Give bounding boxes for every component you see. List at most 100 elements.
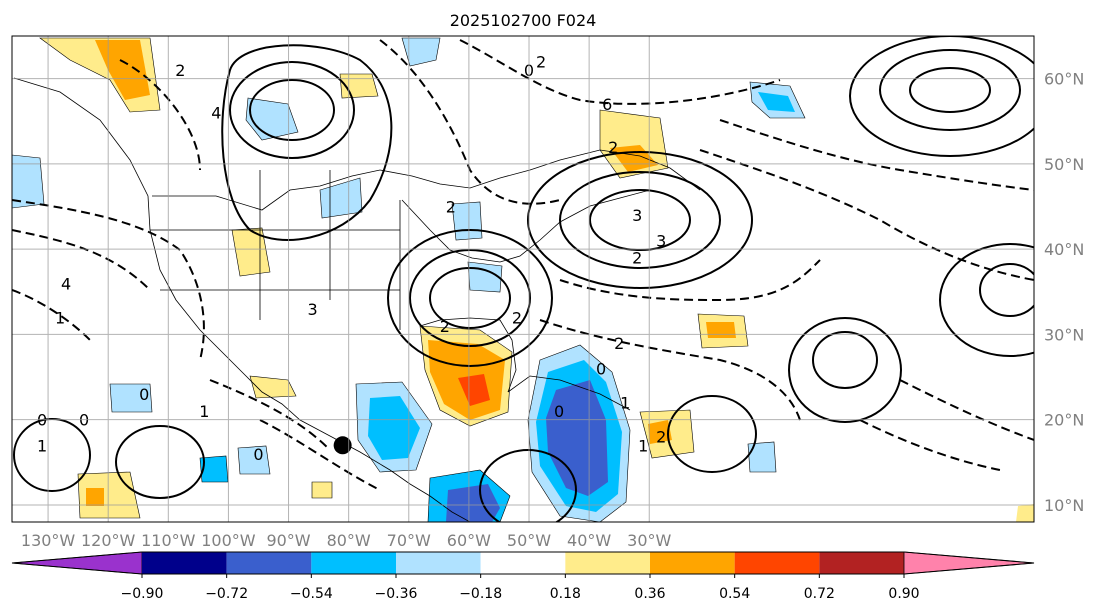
contour-label: 4 xyxy=(61,274,71,293)
contour-label: 3 xyxy=(656,232,666,251)
shaded-region xyxy=(109,383,153,413)
contour-lines xyxy=(13,36,1034,522)
shaded-region xyxy=(237,445,271,475)
contour-line xyxy=(229,61,355,159)
contour-line xyxy=(667,395,757,473)
contour-line xyxy=(859,419,1001,471)
contour-label: 6 xyxy=(602,95,612,114)
shaded-region xyxy=(368,396,420,460)
chart-title: 2025102700 F024 xyxy=(450,11,597,30)
contour-line xyxy=(559,259,821,302)
contour-label: 2 xyxy=(656,428,666,447)
shaded-region xyxy=(86,488,104,506)
contour-line xyxy=(719,119,1034,191)
x-tick-label: 40°W xyxy=(567,531,611,550)
contour-line xyxy=(812,331,878,389)
contour-label: 0 xyxy=(253,445,263,464)
contour-label: 1 xyxy=(620,394,630,413)
contour-line xyxy=(788,317,902,423)
colorbar-tick-label: −0.54 xyxy=(290,586,333,602)
x-tick-label: 70°W xyxy=(387,531,431,550)
contour-label: 2 xyxy=(632,249,642,268)
shaded-region xyxy=(546,380,608,496)
contour-label: 2 xyxy=(608,138,618,157)
dashed-contour-lines xyxy=(12,39,1034,491)
contour-line xyxy=(429,267,511,329)
shaded-region xyxy=(231,227,271,277)
shaded-region xyxy=(451,201,483,241)
contour-label: 2 xyxy=(536,53,546,72)
contour-label: 2 xyxy=(512,308,522,327)
y-tick-label: 10°N xyxy=(1044,496,1084,515)
shaded-region xyxy=(249,375,297,399)
contour-line xyxy=(13,418,91,492)
y-tick-label: 30°N xyxy=(1044,325,1084,344)
coastlines xyxy=(13,77,701,522)
contour-line xyxy=(699,149,1034,281)
colorbar-tick-label: −0.36 xyxy=(375,586,418,602)
contour-label: 0 xyxy=(596,360,606,379)
colorbar-tick-label: −0.18 xyxy=(459,586,502,602)
contour-label: 1 xyxy=(55,308,65,327)
colorbar-segment xyxy=(226,552,312,574)
x-tick-labels: 130°W 120°W 110°W 100°W 90°W 80°W 70°W 60°W 50°W… xyxy=(21,531,672,550)
contour-line xyxy=(479,449,577,522)
colorbar-tick-label: 0.72 xyxy=(804,586,835,602)
contour-line xyxy=(379,39,561,205)
contour-label: 2 xyxy=(614,334,624,353)
shaded-region xyxy=(648,420,672,444)
colorbar-tick-label: 0.18 xyxy=(550,586,581,602)
contour-line xyxy=(527,151,753,289)
contour-line xyxy=(259,419,381,491)
colorbar-segment xyxy=(480,552,566,574)
contour-label: 3 xyxy=(632,206,642,225)
border-north xyxy=(152,149,701,211)
colorbar-tick-label: 0.36 xyxy=(634,586,665,602)
coastline-gulf xyxy=(419,317,517,393)
y-tick-label: 40°N xyxy=(1044,240,1084,259)
contour-label: 1 xyxy=(638,436,648,455)
contour-label: 4 xyxy=(211,104,221,123)
colorbar-segment xyxy=(396,552,481,574)
y-tick-label: 60°N xyxy=(1044,70,1084,89)
state-borders xyxy=(150,170,401,330)
colorbar-tick-label: 0.54 xyxy=(719,586,750,602)
contour-label: 3 xyxy=(307,300,317,319)
contour-line xyxy=(899,379,1034,441)
colorbar-segment xyxy=(142,552,227,574)
grid-lines xyxy=(12,36,1034,522)
coastline-west xyxy=(13,77,471,522)
contour-line xyxy=(939,243,1034,357)
contour-label: 2 xyxy=(440,317,450,336)
contour-label: 1 xyxy=(199,402,209,421)
y-tick-label: 20°N xyxy=(1044,411,1084,430)
colorbar-extend-high xyxy=(903,551,1035,575)
colorbar-tick-label: 0.90 xyxy=(888,586,919,602)
colorbar-segment xyxy=(819,552,904,574)
x-tick-label: 120°W xyxy=(81,531,136,550)
shaded-region xyxy=(458,374,490,406)
y-tick-label: 50°N xyxy=(1044,155,1084,174)
contour-line xyxy=(849,36,1034,157)
x-tick-label: 60°W xyxy=(447,531,491,550)
map-background xyxy=(12,36,1034,522)
shaded-region xyxy=(1016,504,1034,522)
contour-line xyxy=(119,59,201,171)
shaded-region xyxy=(747,441,777,473)
x-tick-label: 80°W xyxy=(327,531,371,550)
shaded-region xyxy=(758,92,795,112)
coastline-east xyxy=(401,189,651,263)
contour-line xyxy=(539,319,801,421)
contour-line xyxy=(12,199,205,361)
contour-line xyxy=(979,263,1034,317)
x-tick-label: 110°W xyxy=(141,531,196,550)
contour-line xyxy=(909,67,991,113)
shaded-region xyxy=(319,177,363,219)
colorbar-tick-labels: −0.90 −0.72 −0.54 −0.36 −0.18 0.18 0.36 0.54 0.7… xyxy=(121,574,920,602)
x-tick-label: 50°W xyxy=(507,531,551,550)
x-tick-label: 100°W xyxy=(201,531,256,550)
contour-line xyxy=(387,229,553,367)
